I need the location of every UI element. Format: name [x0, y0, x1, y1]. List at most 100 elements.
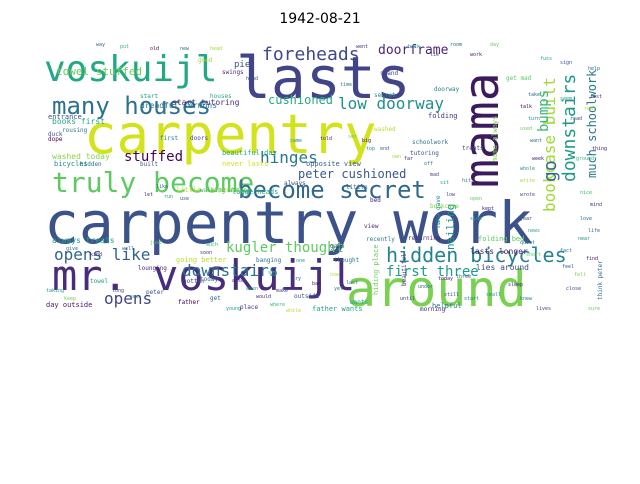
cloud-word: doors — [190, 135, 208, 142]
cloud-word: helpful — [432, 302, 462, 310]
cloud-word: view — [364, 223, 379, 230]
cloud-word: much schoolwork — [585, 69, 599, 178]
cloud-word: knew — [520, 296, 533, 302]
cloud-word: mama gave — [435, 195, 442, 228]
cloud-word: rest — [590, 94, 602, 100]
cloud-word: never lasts — [222, 160, 268, 168]
cloud-word: try — [292, 276, 301, 282]
cloud-word: turn — [528, 116, 540, 122]
cloud-word: young — [226, 306, 241, 312]
cloud-word: folding — [428, 112, 458, 120]
cloud-word: banging — [256, 257, 282, 264]
cloud-word: news — [528, 228, 540, 234]
cloud-word: use — [180, 196, 189, 202]
cloud-word: towel stuffed — [56, 65, 142, 78]
cloud-word: bed — [370, 197, 381, 204]
cloud-word: secret — [374, 92, 396, 99]
cloud-word: around — [346, 260, 527, 318]
cloud-word: peter cushioned — [298, 167, 406, 181]
cloud-word: well — [122, 246, 134, 252]
cloud-word: kind — [90, 252, 102, 258]
cloud-word: get mad — [506, 75, 532, 82]
cloud-word: sign — [560, 60, 572, 66]
cloud-word: make — [276, 288, 288, 294]
cloud-word: time — [340, 82, 352, 88]
cloud-word: thing — [592, 146, 607, 152]
cloud-word: hiding place — [372, 244, 380, 295]
cloud-word: nice — [580, 190, 592, 196]
cloud-word: quiet — [520, 240, 535, 246]
cloud-word: one — [296, 258, 305, 264]
cloud-word: say — [268, 270, 277, 276]
cloud-word: today — [200, 276, 218, 283]
cloud-word: sleep — [508, 282, 523, 288]
cloud-word: lasts longer — [470, 247, 528, 256]
cloud-word: felt — [574, 272, 586, 278]
cloud-word: morning — [420, 306, 446, 313]
cloud-word: now — [330, 272, 340, 278]
cloud-word: mad — [430, 172, 439, 178]
cloud-word: year — [520, 216, 532, 222]
cloud-word: go — [540, 160, 561, 182]
cloud-word: nailing — [444, 204, 457, 250]
cloud-word: find — [586, 256, 598, 262]
cloud-word: opposite view — [306, 160, 362, 168]
cloud-word: top — [366, 146, 375, 152]
cloud-word: life — [588, 228, 600, 234]
cloud-word: small — [486, 292, 501, 298]
cloud-word: set — [348, 134, 357, 140]
cloud-word: little — [346, 184, 368, 191]
cloud-word: even — [246, 286, 258, 292]
cloud-word: ground — [576, 156, 594, 162]
cloud-word: many houses — [52, 92, 211, 120]
cloud-word: become secret — [238, 176, 426, 204]
cloud-word: tutoring — [410, 150, 439, 157]
cloud-word: fuss — [540, 56, 552, 62]
cloud-word: came — [290, 138, 302, 144]
cloud-word: whole — [520, 166, 535, 172]
cloud-word: father wants — [312, 305, 363, 313]
cloud-word: gave — [330, 243, 345, 250]
cloud-word: start tutoring — [172, 98, 240, 107]
cloud-background — [40, 36, 598, 316]
cloud-word: low doorway — [338, 94, 444, 113]
cloud-word: first three — [386, 264, 479, 280]
cloud-word: first — [160, 135, 178, 142]
cloud-word: bookcase built — [540, 77, 559, 212]
cloud-word: open — [470, 196, 482, 202]
cloud-word: work — [470, 52, 482, 58]
cloud-word: much — [206, 242, 218, 248]
cloud-word: like — [156, 184, 168, 190]
cloud-word: until — [400, 296, 415, 302]
cloud-word: real — [584, 106, 596, 112]
cloud-word: start — [140, 93, 158, 100]
cloud-word: would — [256, 294, 271, 300]
cloud-word: where — [270, 302, 285, 308]
cloud-word: also — [232, 278, 244, 284]
cloud-word: read — [570, 116, 582, 122]
cloud-word: houses — [210, 93, 232, 100]
cloud-word: told — [320, 136, 332, 142]
cloud-word: take — [528, 92, 540, 98]
cloud-word: always treats — [52, 236, 115, 245]
cloud-word: old — [150, 46, 159, 52]
cloud-word: hidden — [80, 161, 102, 168]
cloud-word: still — [444, 292, 459, 298]
cloud-word: while — [286, 308, 301, 314]
cloud-word: lounging — [138, 265, 167, 272]
cloud-word: going better — [176, 256, 227, 264]
cloud-word: start — [464, 296, 479, 302]
cloud-word: just — [150, 240, 162, 246]
cloud-word: pie — [234, 60, 250, 70]
cloud-word: bicycles — [54, 160, 88, 168]
cloud-word: books first — [52, 117, 105, 126]
cloud-word: think — [470, 278, 485, 284]
cloud-word: mind — [590, 202, 602, 208]
cloud-word: under — [418, 284, 433, 290]
cloud-word: washed — [374, 126, 396, 133]
cloud-word: opens like — [54, 245, 150, 264]
cloud-word: way — [96, 42, 105, 48]
cloud-word: returning — [408, 235, 441, 242]
cloud-word: low — [446, 192, 456, 198]
cloud-word: good — [198, 57, 213, 64]
